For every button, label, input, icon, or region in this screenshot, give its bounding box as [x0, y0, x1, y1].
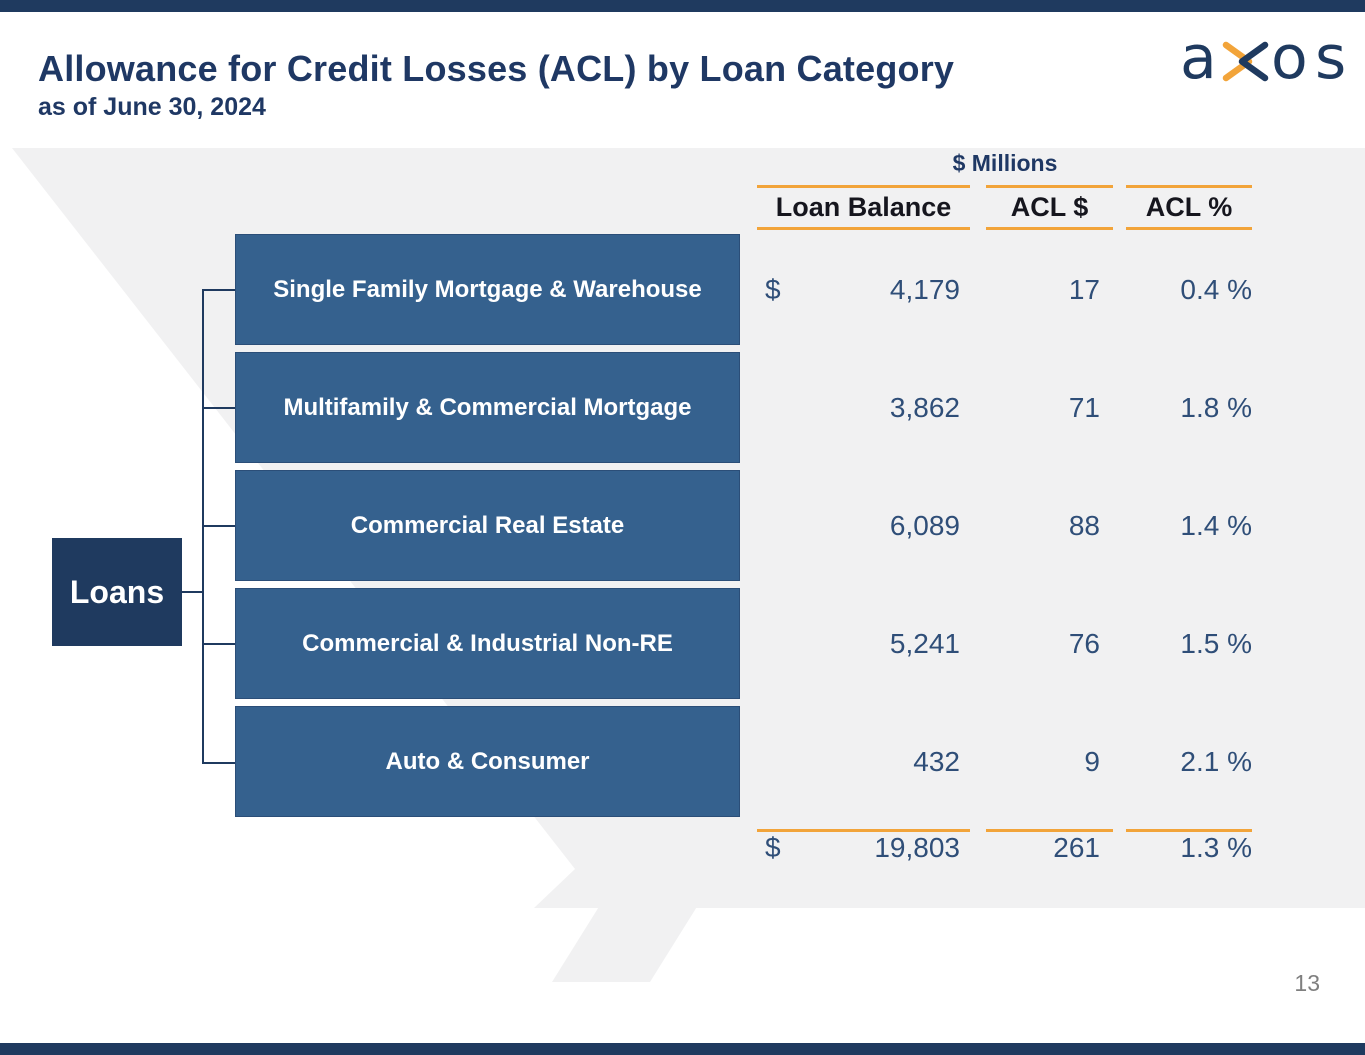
logo-letter-o: o — [1271, 28, 1308, 92]
connector-branch-line — [204, 762, 235, 764]
cell-acl-percent: 1.8 % — [1180, 392, 1252, 423]
total-acl-percent: 1.3 % — [1180, 832, 1252, 863]
category-box: Auto & Consumer — [235, 706, 740, 817]
connector-branch-line — [204, 643, 235, 645]
cell-acl-dollars: 88 — [1068, 510, 1100, 541]
orange-rule — [1126, 185, 1252, 188]
column-header-acl-dollars: ACL $ — [1010, 192, 1089, 222]
currency-symbol: $ — [765, 274, 781, 305]
cell-acl-dollars: 17 — [1068, 274, 1100, 305]
page-number: 13 — [1294, 970, 1320, 996]
top-accent-bar — [0, 0, 1365, 12]
logo-letter-s: s — [1315, 28, 1346, 92]
page-title: Allowance for Credit Losses (ACL) by Loa… — [38, 48, 955, 89]
cell-loan-balance: 3,862 — [889, 392, 960, 423]
category-box: Multifamily & Commercial Mortgage — [235, 352, 740, 463]
cell-acl-percent: 2.1 % — [1180, 746, 1252, 777]
connector-branch-line — [204, 407, 235, 409]
cell-loan-balance: 6,089 — [889, 510, 960, 541]
logo-letter-a: a — [1180, 28, 1217, 92]
total-loan-balance: 19,803 — [874, 832, 960, 863]
column-header-acl-percent: ACL % — [1145, 192, 1233, 222]
orange-rule — [757, 227, 970, 230]
bottom-accent-bar — [0, 1043, 1365, 1055]
cell-acl-percent: 1.5 % — [1180, 628, 1252, 659]
orange-rule — [986, 227, 1113, 230]
logo-x-orange-chevron-icon — [1222, 41, 1253, 82]
category-box: Single Family Mortgage & Warehouse — [235, 234, 740, 345]
connector-branch-line — [204, 289, 235, 291]
orange-rule — [1126, 227, 1252, 230]
currency-symbol: $ — [765, 832, 781, 863]
orange-rule — [986, 185, 1113, 188]
cell-acl-percent: 1.4 % — [1180, 510, 1252, 541]
cell-loan-balance: 432 — [913, 746, 960, 777]
units-label: $ Millions — [952, 150, 1058, 176]
cell-loan-balance: 5,241 — [889, 628, 960, 659]
loans-root-node: Loans — [52, 538, 182, 646]
logo-x-navy-chevron-icon — [1238, 41, 1269, 82]
orange-rule — [757, 829, 970, 832]
connector-root-stub-line — [182, 591, 202, 593]
page-subtitle: as of June 30, 2024 — [38, 93, 266, 121]
cell-acl-dollars: 71 — [1068, 392, 1100, 423]
total-acl-dollars: 261 — [1053, 832, 1100, 863]
cell-loan-balance: 4,179 — [889, 274, 960, 305]
column-header-loan-balance: Loan Balance — [775, 192, 952, 222]
connector-trunk-line — [202, 289, 204, 764]
category-box: Commercial Real Estate — [235, 470, 740, 581]
category-box: Commercial & Industrial Non-RE — [235, 588, 740, 699]
cell-acl-dollars: 76 — [1068, 628, 1100, 659]
orange-rule — [757, 185, 970, 188]
axos-logo: a o s — [1178, 23, 1353, 93]
connector-branch-line — [204, 525, 235, 527]
orange-rule — [1126, 829, 1252, 832]
orange-rule — [986, 829, 1113, 832]
cell-acl-dollars: 9 — [1084, 746, 1100, 777]
cell-acl-percent: 0.4 % — [1180, 274, 1252, 305]
